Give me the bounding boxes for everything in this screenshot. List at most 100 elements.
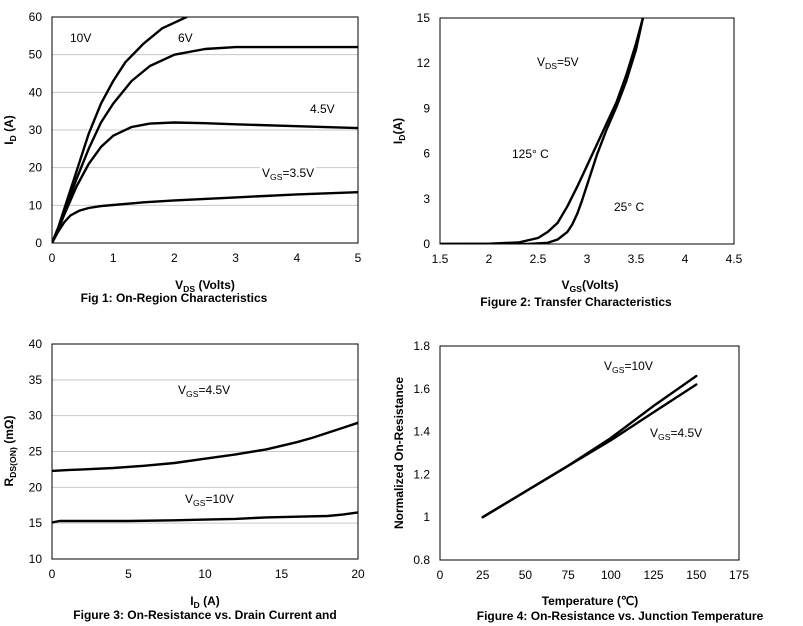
plot-frame [439,17,735,245]
series-label-1: VGS=4.5V [178,383,230,399]
x-tick-label: 0 [49,251,56,265]
x-tick-label: 150 [686,568,706,582]
y-tick-label: 1.8 [413,339,430,353]
chart-caption: Figure 2: Transfer Characteristics [480,295,672,309]
series-line-1 [440,18,645,244]
series-label-2: 6V [178,31,193,45]
label-bg [510,146,552,162]
y-tick-label: 1.4 [413,425,430,439]
label-bg [602,358,655,376]
series-label-2: VGS=4.5V [650,426,702,442]
x-axis-label: ID (A) [190,594,220,610]
y-tick-label: 1.2 [413,467,430,481]
x-tick-label: 0 [437,568,444,582]
label-bg [308,101,337,117]
x-tick-label: 75 [561,568,575,582]
plot-frame [439,345,740,561]
y-tick-label: 20 [29,480,43,494]
label-bg [612,199,647,215]
label-bg [176,382,233,400]
x-tick-label: 1.5 [432,252,449,266]
label-bg [648,425,705,443]
y-tick-label: 20 [29,161,43,175]
y-axis-label: ID (A) [2,115,18,145]
y-axis-label: RDS(ON) (mΩ) [2,416,18,487]
chart-2: 1.5 2 2.5 3 3.5 4 4.5 0 3 6 9 12 15 VGS(Volts) ID(A) Fi… [391,11,743,309]
series-label-1: VGS=10V [604,359,653,375]
y-tick-label: 10 [29,552,43,566]
y-tick-label: 9 [423,101,430,115]
y-tick-label: 15 [29,516,43,530]
y-tick-label: 6 [423,147,430,161]
chart-caption: Fig 1: On-Region Characteristics [81,291,268,305]
label-bg [260,165,317,183]
series-label-2: 25° C [614,200,644,214]
series-line-2 [440,18,645,244]
series-label-3: 4.5V [310,102,335,116]
y-tick-label: 12 [417,56,431,70]
series-label-4: VGS=3.5V [262,166,314,182]
y-tick-label: 30 [29,123,43,137]
y-tick-label: 50 [29,48,43,62]
series-label-1: 10V [70,31,91,45]
x-tick-label: 10 [198,567,212,581]
y-tick-label: 1.6 [413,382,430,396]
y-tick-label: 25 [29,445,43,459]
series-line-1 [52,421,358,473]
chart-caption: Figure 4: On-Resistance vs. Junction Tem… [477,609,764,623]
x-tick-label: 0 [49,567,56,581]
x-tick-label: 25 [476,568,490,582]
chart-3: 0 5 10 15 20 10 15 20 25 30 35 40 ID (A) RDS(ON) (mΩ)… [2,337,365,622]
x-tick-label: 15 [275,567,289,581]
x-axis-label: VDS (Volts) [175,278,235,294]
series-line-2 [52,45,358,243]
x-tick-label: 3.5 [628,252,645,266]
annotation-label: VDS=5V [537,55,579,71]
x-tick-label: 5 [355,251,362,265]
x-axis-label: VGS(Volts) [562,278,619,294]
x-tick-label: 3 [584,252,591,266]
plot-frame [51,16,359,244]
label-bg [176,30,195,46]
series-line-3 [52,121,358,243]
chart-caption: Figure 3: On-Resistance vs. Drain Curren… [73,608,336,622]
x-axis-label: Temperature (℃) [542,594,639,608]
series-line-2 [481,383,698,519]
y-axis-label: ID(A) [391,118,407,144]
y-tick-label: 40 [29,85,43,99]
series-label-2: VGS=10V [185,492,234,508]
x-tick-label: 4 [682,252,689,266]
y-tick-label: 35 [29,373,43,387]
label-bg [183,491,236,509]
y-tick-label: 30 [29,409,43,423]
label-bg [535,54,581,72]
x-tick-label: 175 [729,568,749,582]
x-tick-label: 2.5 [530,252,547,266]
series-line-2 [52,511,358,524]
label-bg [68,30,94,46]
y-tick-label: 0.8 [413,553,430,567]
x-tick-label: 2 [171,251,178,265]
y-tick-label: 15 [417,11,431,25]
chart-4: 0 25 50 75 100 125 150 175 0.8 1 1.2 1.4 1.6 1.8 Tempe… [392,339,764,623]
y-tick-label: 60 [29,10,43,24]
x-tick-label: 4.5 [726,252,743,266]
y-tick-label: 0 [35,236,42,250]
y-tick-label: 3 [423,192,430,206]
y-tick-label: 1 [423,510,430,524]
x-tick-label: 20 [351,567,365,581]
y-axis-label: Normalized On-Resistance [392,377,406,529]
x-tick-label: 4 [293,251,300,265]
x-tick-label: 100 [601,568,621,582]
plot-frame [51,343,359,560]
y-tick-label: 40 [29,337,43,351]
y-tick-label: 0 [423,237,430,251]
x-tick-label: 3 [232,251,239,265]
x-tick-label: 50 [519,568,533,582]
y-tick-label: 10 [29,198,43,212]
x-tick-label: 2 [486,252,493,266]
series-label-1: 125° C [512,147,549,161]
x-tick-label: 5 [125,567,132,581]
